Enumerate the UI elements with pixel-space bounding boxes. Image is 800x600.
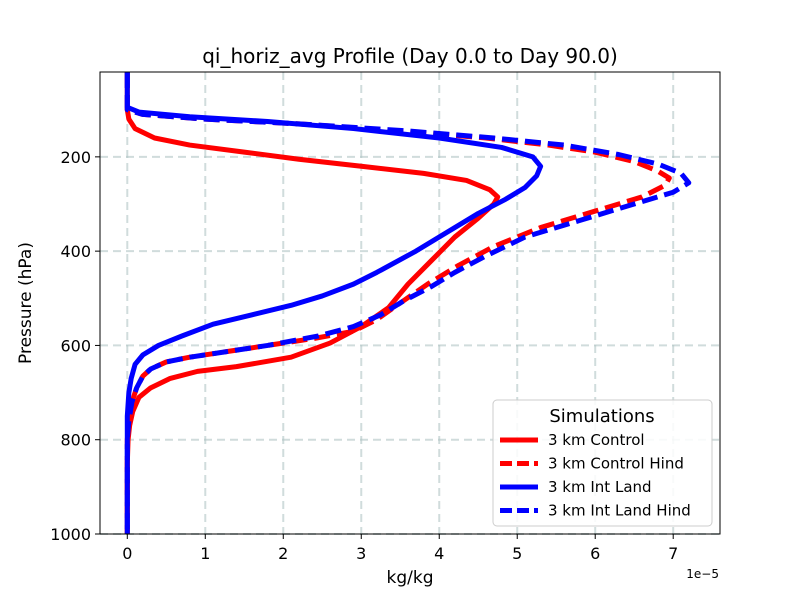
legend-label: 3 km Control xyxy=(548,431,645,449)
legend-box xyxy=(492,399,713,527)
x-tick-label: 4 xyxy=(434,544,444,563)
y-axis-label: Pressure (hPa) xyxy=(16,242,36,364)
series-lines xyxy=(124,72,692,534)
x-scale-offset-label: 1e−5 xyxy=(686,567,719,581)
plot-frame xyxy=(99,71,721,535)
x-tick-label: 0 xyxy=(122,544,132,563)
x-tick-label: 7 xyxy=(668,544,678,563)
x-tick-label: 3 xyxy=(356,544,366,563)
x-axis-label: kg/kg xyxy=(387,568,434,588)
legend-label: 3 km Int Land xyxy=(548,478,652,496)
y-tick-label: 600 xyxy=(60,336,91,355)
y-tick-label: 1000 xyxy=(50,525,91,544)
legend-entries: 3 km Control 3 km Control Hind 3 km Int La… xyxy=(500,431,691,520)
y-tick-label: 800 xyxy=(60,431,91,450)
legend-label: 3 km Control Hind xyxy=(548,455,684,473)
legend: Simulations 3 km Control 3 km Control Hin… xyxy=(492,399,713,527)
x-tick-label: 1 xyxy=(200,544,210,563)
legend-label: 3 km Int Land Hind xyxy=(548,502,691,520)
legend-title: Simulations xyxy=(549,406,654,427)
chart-title: qi_horiz_avg Profile (Day 0.0 to Day 90.… xyxy=(202,44,618,68)
series-line-3-km-int-land-hind xyxy=(124,72,692,534)
y-tick-label: 400 xyxy=(60,242,91,261)
x-tick-label: 6 xyxy=(590,544,600,563)
y-tick-label: 200 xyxy=(60,148,91,167)
series-line-3-km-control xyxy=(124,72,501,534)
x-tick-label: 2 xyxy=(278,544,288,563)
x-tick-label: 5 xyxy=(512,544,522,563)
series-line-3-km-int-land xyxy=(124,72,544,534)
axis-ticks: 0 1 2 3 4 5 6 7 200 400 600 800 1000 xyxy=(50,148,678,563)
